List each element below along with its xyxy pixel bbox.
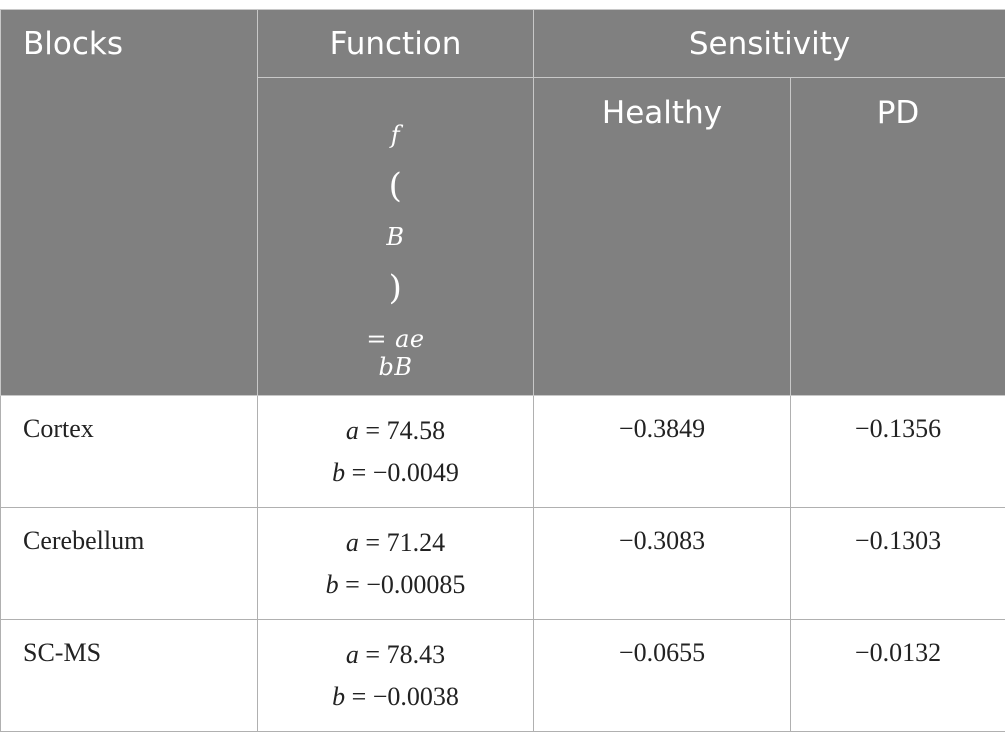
param-a-value: = 71.24 (359, 528, 445, 557)
blocks-column-header: Blocks (1, 10, 258, 396)
table-row: SC-MS a = 78.43 b = −0.0038 −0.0655 −0.0… (1, 620, 1005, 732)
param-a: a = 74.58 (258, 396, 533, 446)
healthy-value: −0.0655 (534, 620, 790, 668)
sensitivity-header-label: Sensitivity (534, 10, 1005, 62)
pd-header-label: PD (791, 78, 1005, 131)
block-name: Cerebellum (1, 508, 257, 556)
table-row: Cerebellum a = 71.24 b = −0.00085 −0.308… (1, 508, 1005, 620)
function-params-cell: a = 78.43 b = −0.0038 (258, 620, 534, 732)
pd-cell: −0.0132 (791, 620, 1005, 732)
pd-cell: −0.1303 (791, 508, 1005, 620)
param-b-value: = −0.0038 (345, 682, 459, 711)
function-params-cell: a = 74.58 b = −0.0049 (258, 396, 534, 508)
pd-value: −0.1303 (791, 508, 1005, 556)
formula-open-paren: ( (258, 149, 533, 206)
healthy-column-header: Healthy (534, 78, 791, 396)
blocks-header-label: Blocks (1, 10, 257, 62)
pd-value: −0.1356 (791, 396, 1005, 444)
param-a: a = 71.24 (258, 508, 533, 558)
block-name: SC-MS (1, 620, 257, 668)
param-a-symbol: a (346, 416, 359, 445)
param-b-symbol: b (332, 458, 345, 487)
param-b-value: = −0.00085 (339, 570, 466, 599)
function-column-header: Function (258, 10, 534, 78)
param-b: b = −0.00085 (258, 558, 533, 600)
pd-value: −0.0132 (791, 620, 1005, 668)
sensitivity-column-header: Sensitivity (534, 10, 1005, 78)
param-b: b = −0.0049 (258, 446, 533, 488)
block-cell: Cortex (1, 396, 258, 508)
formula-rhs: = ae (258, 308, 533, 353)
param-a: a = 78.43 (258, 620, 533, 670)
function-params-cell: a = 71.24 b = −0.00085 (258, 508, 534, 620)
param-b-value: = −0.0049 (345, 458, 459, 487)
formula-exponent: bB (379, 353, 413, 381)
block-cell: Cerebellum (1, 508, 258, 620)
param-a-value: = 78.43 (359, 640, 445, 669)
param-b-symbol: b (332, 682, 345, 711)
function-header-label: Function (258, 10, 533, 62)
block-cell: SC-MS (1, 620, 258, 732)
param-a-value: = 74.58 (359, 416, 445, 445)
param-b-symbol: b (326, 570, 339, 599)
healthy-value: −0.3849 (534, 396, 790, 444)
table-row: Cortex a = 74.58 b = −0.0049 −0.3849 −0.… (1, 396, 1005, 508)
header-row-1: Blocks Function Sensitivity (1, 10, 1005, 78)
param-a-symbol: a (346, 528, 359, 557)
formula-B: B (258, 206, 533, 251)
pd-cell: −0.1356 (791, 396, 1005, 508)
formula-f: f (258, 104, 533, 149)
healthy-cell: −0.3849 (534, 396, 791, 508)
table-body: Cortex a = 74.58 b = −0.0049 −0.3849 −0.… (1, 396, 1005, 732)
healthy-cell: −0.3083 (534, 508, 791, 620)
formula-close-paren: ) (258, 251, 533, 308)
param-b: b = −0.0038 (258, 670, 533, 712)
pd-column-header: PD (791, 78, 1005, 396)
healthy-header-label: Healthy (534, 78, 790, 131)
param-a-symbol: a (346, 640, 359, 669)
healthy-value: −0.3083 (534, 508, 790, 556)
healthy-cell: −0.0655 (534, 620, 791, 732)
block-name: Cortex (1, 396, 257, 444)
